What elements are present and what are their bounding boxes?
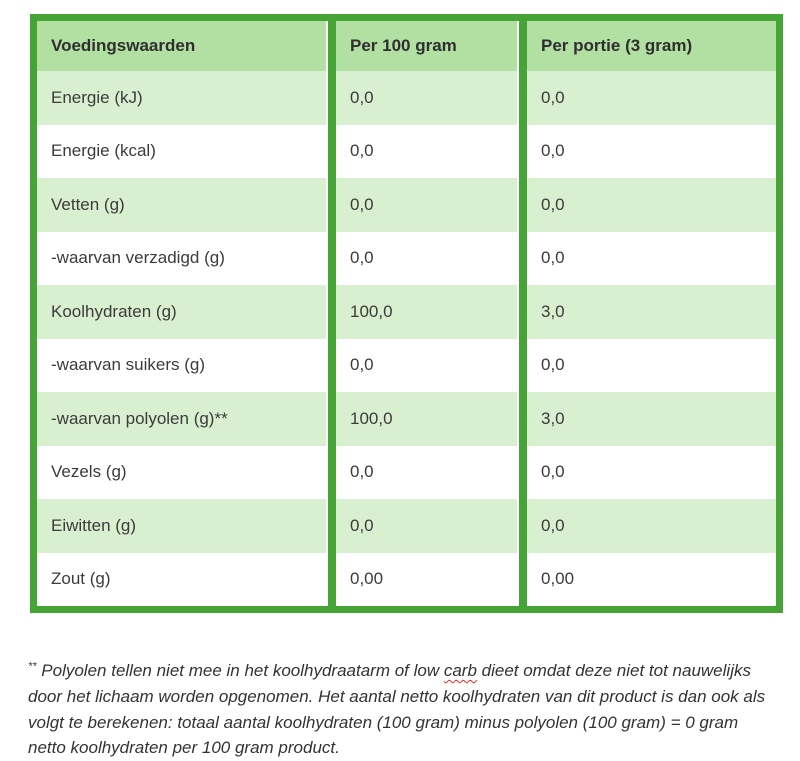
row-label: -waarvan polyolen (g)** (37, 392, 328, 446)
table-row: -waarvan polyolen (g)** 100,0 3,0 (37, 392, 776, 446)
row-value-per-100: 0,0 (336, 231, 519, 285)
row-value-per-100: 100,0 (336, 392, 519, 446)
row-value-portion: 0,00 (527, 552, 776, 606)
column-divider (328, 231, 336, 285)
column-divider (519, 285, 527, 339)
column-divider (519, 231, 527, 285)
row-label: Vetten (g) (37, 178, 328, 232)
table-row: Eiwitten (g) 0,0 0,0 (37, 499, 776, 553)
row-label: Energie (kcal) (37, 124, 328, 178)
table-row: -waarvan verzadigd (g) 0,0 0,0 (37, 231, 776, 285)
footnote-marker: ** (28, 660, 37, 673)
column-divider (519, 392, 527, 446)
row-label: Zout (g) (37, 552, 328, 606)
table-row: Vetten (g) 0,0 0,0 (37, 178, 776, 232)
row-value-portion: 0,0 (527, 231, 776, 285)
header-per-portie: Per portie (3 gram) (527, 21, 776, 71)
column-divider (519, 445, 527, 499)
row-value-portion: 0,0 (527, 71, 776, 125)
table-row: Energie (kcal) 0,0 0,0 (37, 124, 776, 178)
row-value-portion: 3,0 (527, 392, 776, 446)
column-divider (519, 21, 527, 71)
row-value-portion: 0,0 (527, 338, 776, 392)
row-value-per-100: 0,00 (336, 552, 519, 606)
row-label: -waarvan suikers (g) (37, 338, 328, 392)
row-value-portion: 0,0 (527, 445, 776, 499)
row-label: Eiwitten (g) (37, 499, 328, 553)
row-label: -waarvan verzadigd (g) (37, 231, 328, 285)
column-divider (328, 21, 336, 71)
row-label: Vezels (g) (37, 445, 328, 499)
table-row: -waarvan suikers (g) 0,0 0,0 (37, 338, 776, 392)
row-label: Energie (kJ) (37, 71, 328, 125)
column-divider (328, 499, 336, 553)
column-divider (328, 338, 336, 392)
table-row: Zout (g) 0,00 0,00 (37, 552, 776, 606)
nutrition-table: Voedingswaarden Per 100 gram Per portie … (30, 14, 783, 613)
column-divider (519, 178, 527, 232)
column-divider (519, 499, 527, 553)
table-row: Energie (kJ) 0,0 0,0 (37, 71, 776, 125)
row-value-per-100: 0,0 (336, 499, 519, 553)
row-value-per-100: 0,0 (336, 178, 519, 232)
footnote-text-before: Polyolen tellen niet mee in het koolhydr… (36, 661, 444, 680)
row-value-per-100: 0,0 (336, 445, 519, 499)
column-divider (328, 124, 336, 178)
column-divider (519, 71, 527, 125)
table-row: Vezels (g) 0,0 0,0 (37, 445, 776, 499)
row-value-portion: 0,0 (527, 124, 776, 178)
footnote-misspelled-word: carb (443, 661, 477, 680)
column-divider (328, 392, 336, 446)
row-value-per-100: 100,0 (336, 285, 519, 339)
column-divider (519, 552, 527, 606)
column-divider (328, 285, 336, 339)
header-per-100-gram: Per 100 gram (336, 21, 519, 71)
column-divider (328, 71, 336, 125)
row-value-portion: 0,0 (527, 499, 776, 553)
row-value-per-100: 0,0 (336, 71, 519, 125)
table-row: Koolhydraten (g) 100,0 3,0 (37, 285, 776, 339)
column-divider (519, 124, 527, 178)
row-value-portion: 3,0 (527, 285, 776, 339)
column-divider (328, 445, 336, 499)
table-header-row: Voedingswaarden Per 100 gram Per portie … (37, 21, 776, 71)
row-label: Koolhydraten (g) (37, 285, 328, 339)
header-voedingswaarden: Voedingswaarden (37, 21, 328, 71)
row-value-portion: 0,0 (527, 178, 776, 232)
column-divider (328, 178, 336, 232)
column-divider (519, 338, 527, 392)
row-value-per-100: 0,0 (336, 338, 519, 392)
column-divider (328, 552, 336, 606)
row-value-per-100: 0,0 (336, 124, 519, 178)
